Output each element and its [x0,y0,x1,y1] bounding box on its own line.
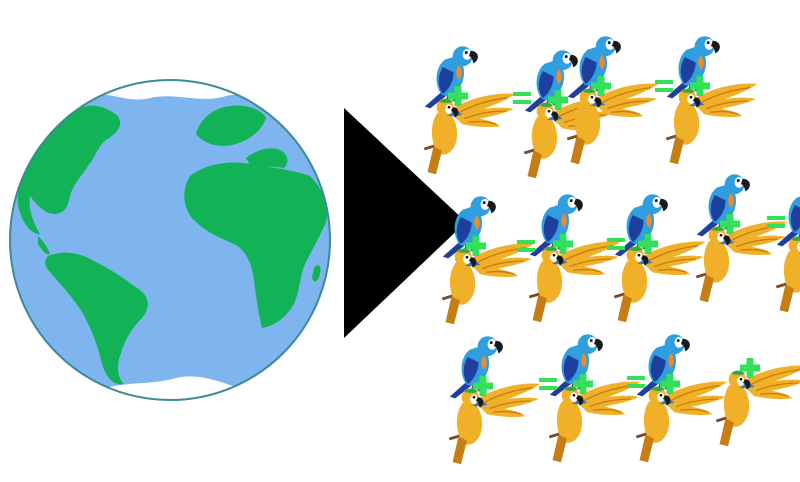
parrot-equation-group [612,193,707,324]
blue-and-gold-macaw-flying-icon [634,380,729,464]
blue-and-gold-macaw-flying-icon [422,92,517,176]
continent-greenland [196,105,266,146]
parrot-equation-group [422,45,517,176]
parrot-mosaic [422,35,800,466]
equals-sign-icon [655,80,673,92]
parrot-equation-group [694,173,789,304]
blue-and-gold-macaw-flying-icon [612,240,707,324]
blue-and-gold-macaw-flying-icon [440,242,535,326]
play-triangle-arrow-icon [344,108,466,338]
earth-globe-icon [9,79,331,401]
continent-madagascar [312,265,321,282]
blue-and-gold-macaw-flying-icon [694,220,789,304]
blue-and-gold-macaw-flying-icon [547,380,642,464]
parrot-equation-group [447,335,542,466]
blue-and-gold-macaw-flying-icon [565,82,660,166]
globe-north-ice [90,80,262,106]
blue-and-gold-macaw-flying-icon [527,240,622,324]
continent-africa [184,162,328,328]
parrot-equation-group [565,35,660,166]
parrot-equation-group [527,193,622,324]
continent-south-america [45,252,148,385]
parrot-equation-group [664,35,759,166]
globe-outline [9,79,331,401]
equals-sign-icon [513,92,531,104]
blue-and-gold-macaw-flying-icon [714,364,800,448]
blue-and-gold-macaw-flying-icon [664,82,759,166]
globe-south-ice [96,376,250,400]
parrot-equation-group [547,333,642,464]
equals-sign-icon [539,378,557,390]
parrot-equation-group [714,358,800,448]
continent-europe [246,148,288,168]
parrot-equation-group [774,183,800,314]
blue-and-gold-macaw-flying-icon [447,382,542,466]
continent-central-america [38,236,50,255]
parrot-equation-group [634,333,729,464]
